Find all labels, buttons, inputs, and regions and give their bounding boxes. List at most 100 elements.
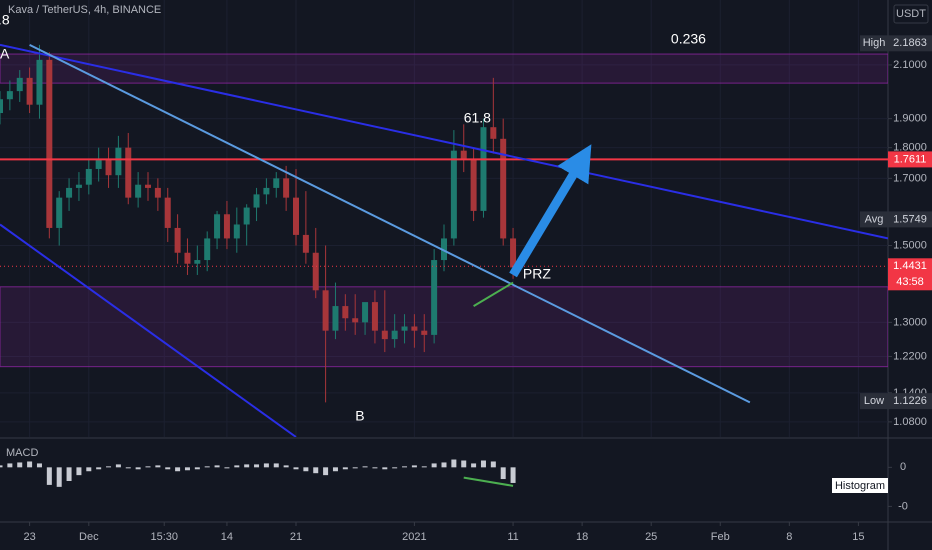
candle-body [460, 150, 467, 160]
candle-body [391, 330, 398, 340]
candle-body [6, 91, 13, 100]
histogram-bar [313, 467, 319, 474]
candle-body [500, 138, 507, 239]
candle-body [26, 77, 33, 105]
candle-body [115, 147, 122, 176]
price-tag-name: High [863, 37, 886, 49]
candle-body [36, 59, 43, 105]
histogram-bar [17, 462, 23, 468]
histogram-bar [352, 467, 358, 469]
histogram-bar [106, 466, 112, 468]
candle-body [95, 159, 102, 169]
candle-body [105, 159, 112, 176]
candle-body [194, 260, 201, 264]
candle-body [302, 234, 309, 253]
histogram-bar [96, 467, 102, 470]
histogram-bar [86, 467, 92, 472]
annotation: B [355, 408, 364, 424]
histogram-bar [263, 463, 269, 468]
arrow [509, 144, 592, 278]
price-tag-value: 1.5749 [893, 213, 927, 225]
candle-body [431, 260, 438, 335]
histogram-bar [441, 462, 447, 468]
macd-pane [0, 459, 516, 487]
candle-body [411, 326, 418, 331]
price-tag-value: 1.1226 [893, 395, 927, 407]
histogram-bar [204, 466, 210, 468]
countdown: 43:58 [896, 276, 924, 288]
candle-body [75, 184, 82, 188]
macd-y-tick-label: 0 [900, 461, 906, 473]
annotation: PRZ [523, 266, 551, 282]
legend-entry: Histogram [835, 480, 885, 492]
price-tag-name-box [860, 211, 888, 228]
histogram-bar [303, 467, 309, 472]
histogram-bar [431, 463, 437, 468]
candle-body [401, 326, 408, 331]
candle-body [204, 238, 211, 261]
candle-body [174, 227, 181, 253]
candle-body [233, 224, 240, 239]
candle-body [154, 187, 161, 198]
histogram-bar [480, 460, 486, 468]
last-price-label: 1.4431 [893, 260, 927, 272]
histogram-bar [382, 467, 388, 470]
y-tick-label: 1.8000 [893, 142, 927, 154]
y-tick-label: 1.2200 [893, 350, 927, 362]
currency: USDT [896, 8, 926, 20]
trendline [29, 43, 751, 404]
candle-body [362, 302, 369, 323]
candle-body [214, 214, 221, 239]
price-tag-box [888, 35, 932, 52]
histogram-bar [362, 466, 368, 468]
histogram-bar [125, 467, 131, 469]
y-tick-label: 1.7000 [893, 172, 927, 184]
candle-body [450, 150, 457, 239]
y-tick-label: 1.9000 [893, 113, 927, 125]
histogram-bar [46, 467, 52, 485]
histogram-bar [165, 467, 171, 470]
histogram-bar [402, 466, 408, 468]
candle-body [125, 147, 132, 198]
macd-y-tick-label: -0 [898, 500, 908, 512]
symbol-title: Kava / TetherUS, 4h, BINANCE [8, 4, 161, 16]
level-tag [888, 151, 932, 168]
candle-body [273, 178, 280, 188]
price-tag-box [888, 393, 932, 410]
price-tag-name: Avg [865, 213, 884, 225]
candle-body [135, 184, 142, 198]
trendline [473, 281, 514, 307]
annotation: 0.236 [671, 31, 706, 47]
histogram-bar [490, 461, 496, 468]
histogram-bar [392, 467, 398, 469]
divergence-line [463, 476, 514, 487]
y-tick-label: 1.5000 [893, 239, 927, 251]
candle-body [184, 252, 191, 264]
y-tick-label: 1.0800 [893, 416, 927, 428]
histogram-bar [214, 465, 220, 468]
zone [0, 286, 888, 368]
histogram-bar [500, 467, 506, 480]
histogram-bar [135, 467, 141, 470]
histogram-bar [323, 467, 329, 476]
x-tick-label: 8 [786, 531, 792, 543]
annotation: 61.8 [464, 109, 491, 125]
candle-body [66, 187, 73, 198]
candle-body [293, 197, 299, 235]
histogram-bar [293, 467, 299, 470]
histogram-bar [76, 467, 82, 476]
x-tick-label: 11 [507, 531, 518, 543]
currency-box [893, 4, 929, 24]
histogram-bar [66, 467, 72, 481]
candle-body [480, 127, 487, 211]
y-tick-label: 2.1000 [893, 59, 927, 71]
histogram-bar [461, 460, 467, 468]
candle-body [312, 252, 319, 291]
histogram-bar [155, 465, 161, 468]
candle-body [243, 207, 250, 225]
histogram-bar [254, 464, 260, 468]
candle-body [322, 290, 329, 331]
histogram-bar [145, 466, 151, 468]
indicator-name: MACD [6, 447, 38, 459]
